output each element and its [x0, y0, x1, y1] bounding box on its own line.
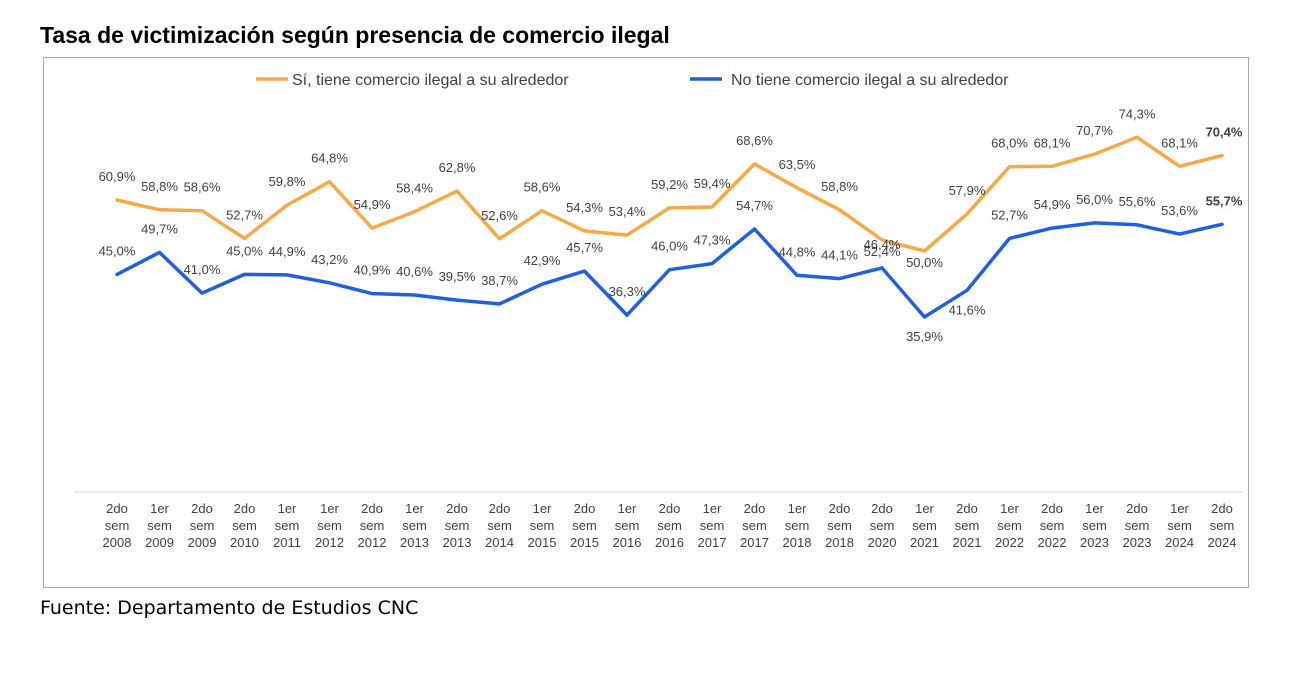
data-label: 45,0% [226, 243, 263, 258]
data-label: 58,8% [821, 179, 858, 194]
x-tick-label: 1er sem 2011 [273, 501, 301, 550]
x-tick-label: 2do sem 2024 [1208, 501, 1237, 550]
x-tick-label: 1er sem 2021 [910, 501, 939, 550]
source-note: Fuente: Departamento de Estudios CNC [40, 597, 419, 619]
data-label: 40,6% [396, 264, 433, 279]
data-label: 57,9% [949, 183, 986, 198]
x-tick-label: 2do sem 2015 [570, 501, 599, 550]
x-tick-label: 2do sem 2012 [358, 501, 387, 550]
data-label: 58,6% [524, 180, 561, 195]
data-label: 63,5% [779, 157, 816, 172]
x-tick-label: 2do sem 2022 [1038, 501, 1067, 550]
x-tick-label: 2do sem 2010 [230, 501, 259, 550]
data-label: 56,0% [1076, 192, 1113, 207]
data-label: 54,7% [736, 198, 773, 213]
x-tick-label: 2do sem 2016 [655, 501, 684, 550]
x-tick-label: 1er sem 2024 [1165, 501, 1194, 550]
x-tick-label: 2do sem 2017 [740, 501, 769, 550]
data-label: 68,0% [991, 136, 1028, 151]
x-tick-label: 1er sem 2013 [400, 501, 429, 550]
data-label: 55,7% [1206, 193, 1243, 208]
x-tick-label: 1er sem 2009 [145, 501, 174, 550]
data-label: 58,4% [396, 181, 433, 196]
data-label: 58,8% [141, 179, 178, 194]
chart-frame [43, 57, 1249, 588]
x-tick-label: 2do sem 2021 [953, 501, 982, 550]
data-label: 59,2% [651, 177, 688, 192]
data-label: 52,7% [991, 207, 1028, 222]
data-label: 43,2% [311, 252, 348, 267]
data-label: 47,3% [694, 233, 731, 248]
data-label: 70,7% [1076, 123, 1113, 138]
data-label: 44,9% [269, 244, 306, 259]
data-label: 70,4% [1206, 125, 1243, 140]
x-tick-label: 2do sem 2018 [825, 501, 854, 550]
x-tick-label: 1er sem 2023 [1080, 501, 1109, 550]
data-label: 68,1% [1034, 135, 1071, 150]
x-tick-label: 1er sem 2015 [528, 501, 557, 550]
data-label: 54,9% [354, 197, 391, 212]
data-label: 68,6% [736, 133, 773, 148]
data-label: 46,4% [864, 237, 901, 252]
data-label: 54,9% [1034, 197, 1071, 212]
data-label: 54,3% [566, 200, 603, 215]
x-tick-label: 1er sem 2018 [783, 501, 812, 550]
data-label: 38,7% [481, 273, 518, 288]
data-label: 53,6% [1161, 203, 1198, 218]
data-label: 41,0% [184, 262, 221, 277]
data-label: 52,4% [864, 244, 901, 259]
series-line-sin-comercio-ilegal [115, 221, 1224, 319]
data-label: 64,8% [311, 151, 348, 166]
x-tick-label: 2do sem 2009 [188, 501, 217, 550]
data-label: 53,4% [609, 204, 646, 219]
data-label: 42,9% [524, 253, 561, 268]
data-label: 50,0% [906, 255, 943, 270]
data-label: 36,3% [609, 284, 646, 299]
x-tick-label: 2do sem 2014 [485, 501, 514, 550]
data-label: 58,6% [184, 180, 221, 195]
data-label: 68,1% [1161, 135, 1198, 150]
x-tick-label: 2do sem 2008 [103, 501, 132, 550]
data-label: 60,9% [99, 169, 136, 184]
x-tick-label: 1er sem 2012 [315, 501, 344, 550]
data-label: 74,3% [1119, 106, 1156, 121]
data-label: 52,7% [226, 207, 263, 222]
data-label: 45,0% [99, 243, 136, 258]
data-label: 62,8% [439, 160, 476, 175]
legend-label: No tiene comercio ilegal a su alrededor [731, 72, 1009, 89]
data-label: 40,9% [354, 263, 391, 278]
chart-title: Tasa de victimización según presencia de… [40, 22, 670, 48]
data-label: 41,6% [949, 302, 986, 317]
data-label: 35,9% [906, 329, 943, 344]
x-tick-label: 1er sem 2016 [613, 501, 642, 550]
x-tick-label: 1er sem 2017 [698, 501, 727, 550]
data-label: 59,8% [269, 174, 306, 189]
legend-label: Sí, tiene comercio ilegal a su alrededor [292, 72, 569, 89]
data-label: 52,6% [481, 208, 518, 223]
x-tick-label: 2do sem 2020 [868, 501, 897, 550]
data-label: 39,5% [439, 269, 476, 284]
data-label: 55,6% [1119, 194, 1156, 209]
series-line-con-comercio-ilegal [115, 135, 1224, 253]
x-tick-label: 2do sem 2013 [443, 501, 472, 550]
data-label: 44,1% [821, 248, 858, 263]
data-label: 44,8% [779, 244, 816, 259]
data-label: 59,4% [694, 176, 731, 191]
data-label: 45,7% [566, 240, 603, 255]
x-tick-label: 1er sem 2022 [995, 501, 1024, 550]
x-tick-label: 2do sem 2023 [1123, 501, 1152, 550]
data-label: 49,7% [141, 221, 178, 236]
data-label: 46,0% [651, 239, 688, 254]
